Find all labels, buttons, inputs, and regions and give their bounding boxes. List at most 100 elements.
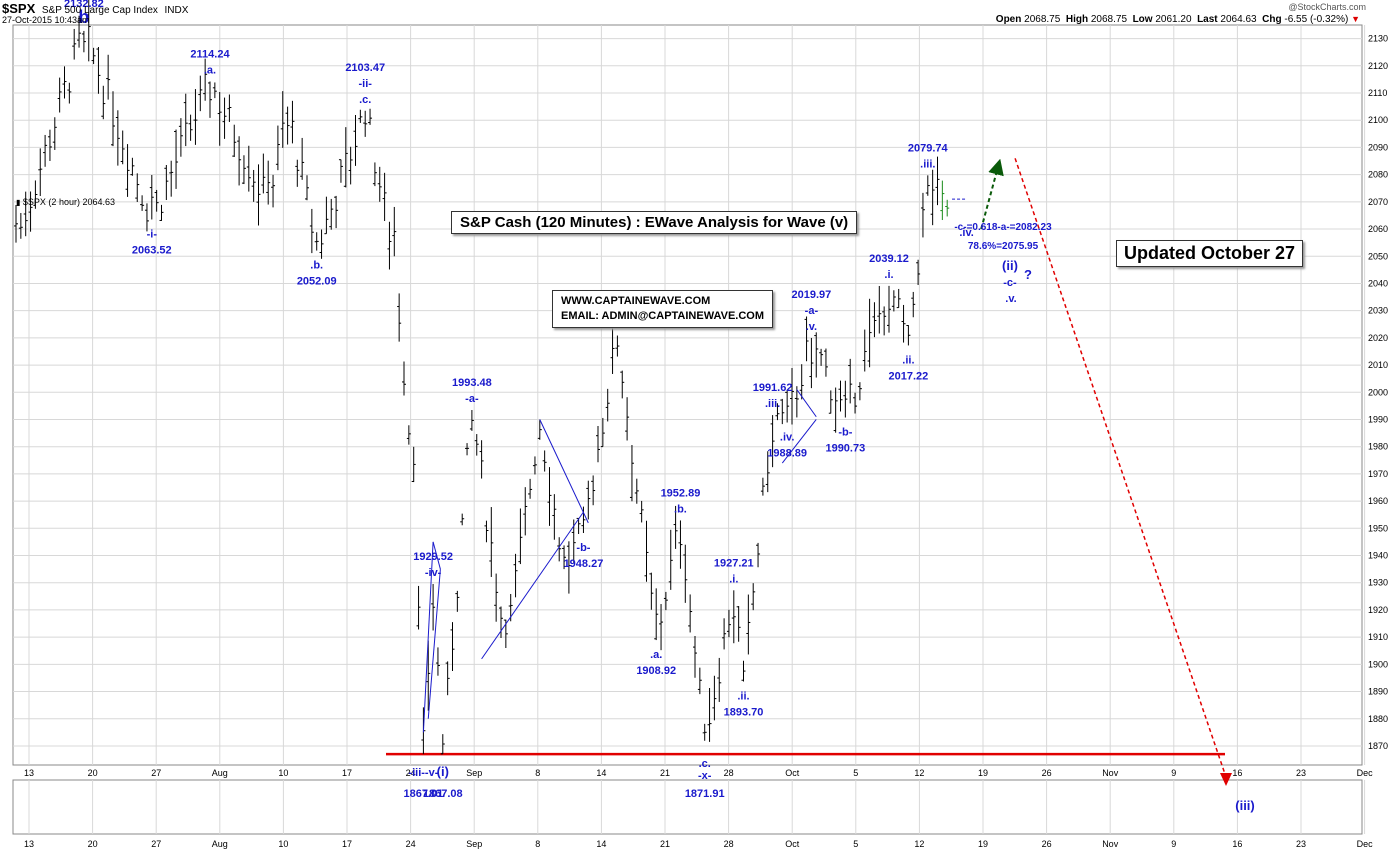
fib-target-1: -c-=0.618-a-=2082.23 <box>954 222 1052 233</box>
x-tick-label: 23 <box>1296 768 1306 778</box>
x-tick-label: 13 <box>24 768 34 778</box>
chart-legend: ▮ $SPX (2 hour) 2064.63 <box>16 197 115 207</box>
website: WWW.CAPTAINEWAVE.COM <box>561 295 711 307</box>
y-tick-label: 2120 <box>1368 61 1388 71</box>
wave-label: 2132.82 <box>64 0 104 10</box>
x-tick-label-lower: 5 <box>853 839 858 849</box>
x-tick-label: 14 <box>596 768 606 778</box>
wave-label: 2063.52 <box>132 244 172 256</box>
wave-label: 2052.09 <box>297 276 337 288</box>
x-tick-label-lower: 16 <box>1232 839 1242 849</box>
wave-label: .a. <box>650 649 662 661</box>
wave-iv-line-a <box>422 541 434 733</box>
wave-label: -b- <box>838 426 852 438</box>
y-tick-label: 1890 <box>1368 687 1388 697</box>
wave-iv-line-b <box>432 541 441 570</box>
x-tick-label-lower: Aug <box>212 839 228 849</box>
wave-label-bottom: 1871.91 <box>685 788 725 800</box>
y-tick-label: 2050 <box>1368 251 1388 261</box>
wave-label: 1988.89 <box>767 448 807 460</box>
wave-label-bottom: -iii--v- <box>408 767 438 779</box>
wave-label-bottom: 1867.01 <box>404 788 444 800</box>
channel-upper-line <box>796 389 817 418</box>
wave-label: .iv. <box>959 227 973 239</box>
wave-label: -a- <box>465 393 479 405</box>
x-tick-label-lower: 24 <box>406 839 416 849</box>
x-tick-label-lower: 8 <box>535 839 540 849</box>
x-tick-label-lower: 27 <box>151 839 161 849</box>
y-tick-label: 1930 <box>1368 578 1388 588</box>
email: EMAIL: ADMIN@CAPTAINEWAVE.COM <box>561 310 765 322</box>
wave-label: .iv. <box>780 432 794 444</box>
wave-label-bottom: -x- <box>698 770 712 782</box>
symbol: $SPX <box>2 1 36 16</box>
x-tick-label: 24 <box>406 768 416 778</box>
wave-v-label: .v. <box>1005 293 1016 305</box>
datetime: 27-Oct-2015 10:43am <box>2 15 90 25</box>
x-tick-label-lower: 23 <box>1296 839 1306 849</box>
wave-iii-target-label: (iii) <box>1235 798 1255 813</box>
down-forecast-arrowhead <box>1220 773 1232 786</box>
down-arrow-icon: ▼ <box>1351 14 1360 24</box>
wave-label: .v. <box>806 321 817 333</box>
x-tick-label-lower: Sep <box>466 839 482 849</box>
y-tick-label: 2070 <box>1368 197 1388 207</box>
x-tick-label-lower: 19 <box>978 839 988 849</box>
wave-label: 1927.21 <box>714 557 754 569</box>
x-tick-label: 26 <box>1042 768 1052 778</box>
wave-label: -b- <box>576 542 590 554</box>
wave-label: 2103.47 <box>345 62 385 74</box>
x-tick-label-lower: 28 <box>724 839 734 849</box>
x-tick-label-lower: Dec <box>1357 839 1374 849</box>
wave-label: .i. <box>884 269 893 281</box>
x-tick-label-lower: 10 <box>278 839 288 849</box>
x-tick-label: 28 <box>724 768 734 778</box>
wave-label: -ii- <box>358 78 372 90</box>
y-tick-label: 2090 <box>1368 142 1388 152</box>
x-tick-label: Sep <box>466 768 482 778</box>
y-tick-label: 2060 <box>1368 224 1388 234</box>
y-tick-label: 1910 <box>1368 632 1388 642</box>
y-tick-label: 2130 <box>1368 34 1388 44</box>
x-tick-label-lower: 12 <box>914 839 924 849</box>
wave-label: .a. <box>204 64 216 76</box>
x-tick-label-lower: 14 <box>596 839 606 849</box>
wave-label: .iii. <box>920 158 935 170</box>
wave-label: 1893.70 <box>724 706 764 718</box>
ohlc-readout: Open 2068.75 High 2068.75 Low 2061.20 La… <box>995 14 1360 25</box>
wave-label: 1908.92 <box>636 665 676 677</box>
up-forecast-arrow <box>980 158 1004 230</box>
x-tick-label: 12 <box>914 768 924 778</box>
y-tick-label: 1970 <box>1368 469 1388 479</box>
fib-target-2: 78.6%=2075.95 <box>968 241 1039 252</box>
x-tick-label-lower: 13 <box>24 839 34 849</box>
x-tick-label: Dec <box>1357 768 1374 778</box>
x-tick-label: Aug <box>212 768 228 778</box>
x-tick-label: 16 <box>1232 768 1242 778</box>
x-tick-label-lower: 21 <box>660 839 670 849</box>
triangle-lower-line <box>481 511 584 660</box>
wave-label: 1991.62 <box>753 382 793 394</box>
y-tick-label: 2020 <box>1368 333 1388 343</box>
wave-ii-label: (ii) <box>1002 258 1018 273</box>
x-tick-label: 17 <box>342 768 352 778</box>
wave-label: 1952.89 <box>661 487 701 499</box>
wave-label-bottom: (i) <box>437 764 449 779</box>
y-tick-label: 1980 <box>1368 442 1388 452</box>
x-tick-label-lower: 9 <box>1171 839 1176 849</box>
wave-label: .ii. <box>737 690 749 702</box>
wave-iv-line-c <box>427 569 441 719</box>
x-tick-label: 9 <box>1171 768 1176 778</box>
y-tick-label: 2030 <box>1368 306 1388 316</box>
channel-lower-line <box>781 419 817 464</box>
x-tick-label: Nov <box>1102 768 1119 778</box>
wave-label: 1993.48 <box>452 377 492 389</box>
y-tick-label: 2080 <box>1368 170 1388 180</box>
wave-label: 2017.22 <box>889 370 929 382</box>
x-tick-label: 27 <box>151 768 161 778</box>
y-tick-label: 1990 <box>1368 414 1388 424</box>
chart-title-box: S&P Cash (120 Minutes) : EWave Analysis … <box>451 211 858 234</box>
y-tick-label: 1920 <box>1368 605 1388 615</box>
x-tick-label-lower: 20 <box>88 839 98 849</box>
